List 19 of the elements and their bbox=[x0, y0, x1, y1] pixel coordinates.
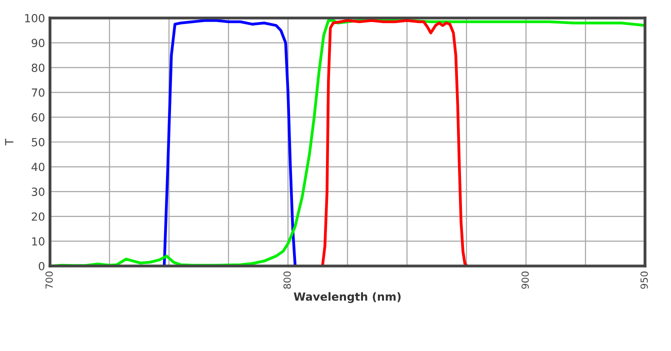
line-series bbox=[162, 19, 297, 266]
y-tick-label: 40 bbox=[32, 162, 44, 172]
y-axis-title: T bbox=[5, 138, 14, 146]
line-series bbox=[321, 19, 468, 266]
y-tick-label: 0 bbox=[38, 262, 44, 270]
y-tick-label: 50 bbox=[32, 138, 44, 146]
y-tick-label: 10 bbox=[32, 237, 44, 246]
y-tick-label: 70 bbox=[32, 88, 44, 97]
y-tick-label: 60 bbox=[32, 113, 44, 122]
y-tick-label: 100 bbox=[25, 14, 44, 22]
x-tick-label: 950 bbox=[640, 272, 648, 289]
y-tick-label: 30 bbox=[32, 188, 44, 196]
x-tick-label: 900 bbox=[521, 272, 529, 289]
y-tick-label: 90 bbox=[32, 38, 44, 48]
x-axis-title: Wavelength (nm) bbox=[294, 292, 401, 304]
y-tick-label: 20 bbox=[32, 212, 44, 221]
x-tick-label: 800 bbox=[283, 272, 291, 289]
y-tick-label: 80 bbox=[32, 64, 44, 72]
x-tick-label: 700 bbox=[45, 272, 53, 289]
